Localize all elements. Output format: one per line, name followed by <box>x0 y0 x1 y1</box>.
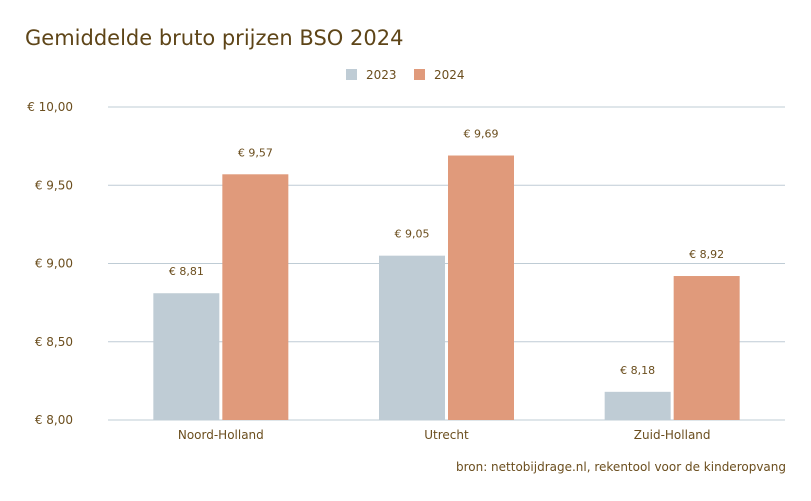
bar-2023 <box>379 255 445 420</box>
data-label: € 8,92 <box>689 248 724 261</box>
bar-2023 <box>604 391 671 420</box>
y-tick-label: € 8,00 <box>35 413 73 427</box>
bar-2024 <box>222 174 289 420</box>
y-tick-label: € 10,00 <box>27 100 73 114</box>
legend-swatch-2023 <box>346 69 357 80</box>
source-note: bron: nettobijdrage.nl, rekentool voor d… <box>455 460 786 474</box>
data-label: € 8,81 <box>169 265 204 278</box>
x-tick-label: Noord-Holland <box>178 428 264 442</box>
y-tick-label: € 9,00 <box>35 257 73 271</box>
legend-label: 2023 <box>366 68 397 82</box>
bar-2024 <box>673 276 740 420</box>
chart-title: Gemiddelde bruto prijzen BSO 2024 <box>25 26 404 50</box>
data-label: € 9,57 <box>238 146 273 159</box>
bar-2024 <box>448 155 514 420</box>
data-label: € 9,05 <box>395 228 430 241</box>
data-label: € 8,18 <box>620 364 655 377</box>
bar-2023 <box>153 293 220 420</box>
legend-label: 2024 <box>434 68 465 82</box>
x-tick-label: Utrecht <box>424 428 469 442</box>
x-tick-label: Zuid-Holland <box>634 428 711 442</box>
y-tick-label: € 9,50 <box>35 178 73 192</box>
data-label: € 9,69 <box>464 128 499 141</box>
y-tick-label: € 8,50 <box>35 335 73 349</box>
legend-swatch-2024 <box>414 69 425 80</box>
